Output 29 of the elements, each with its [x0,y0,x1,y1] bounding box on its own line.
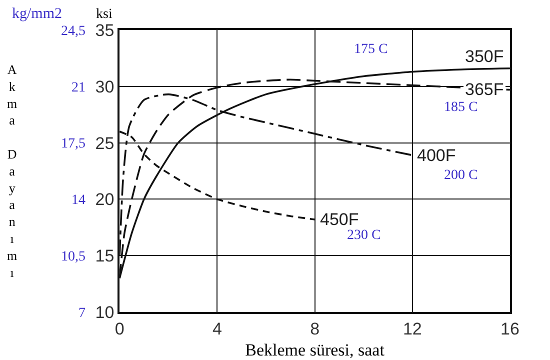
y2-tick-label: 10,5 [60,250,86,264]
y-tick-label: 25 [95,134,114,153]
y2-tick-label: 7 [78,306,86,321]
series-label: 365F [465,80,504,99]
series-label: 400F [417,146,456,165]
x-tick-label: 4 [212,319,222,338]
y2-tick-label: 21 [71,80,86,96]
y-tick-label: 30 [95,77,114,96]
annotation: 185 C [444,100,478,115]
x-tick-label: 0 [114,319,124,338]
y2-tick-label: 17,5 [60,136,86,152]
y-tick-label: 35 [95,20,114,40]
text: Akma Dayanımı [7,62,18,280]
y2-tick-label: 24,5 [60,24,86,39]
annotation: 230 C [347,228,381,243]
x-tick-label: 8 [310,319,320,338]
text: ksi [96,7,112,22]
y-tick-label: 15 [95,246,114,266]
annotation: 200 C [444,168,478,183]
x-axis-title: Bekleme süresi, saat [245,340,385,360]
x-tick-label: 16 [500,319,520,338]
series-label: 450F [320,210,359,229]
y2-axis-title: kg/mm2 [12,6,62,22]
series-label: 350F [465,47,504,66]
annotation: 175 C [354,42,388,57]
y-tick-label: 20 [95,190,114,210]
y2-tick-label: 14 [71,193,86,208]
y-tick-label: 10 [95,302,114,322]
x-tick-label: 12 [402,319,422,338]
